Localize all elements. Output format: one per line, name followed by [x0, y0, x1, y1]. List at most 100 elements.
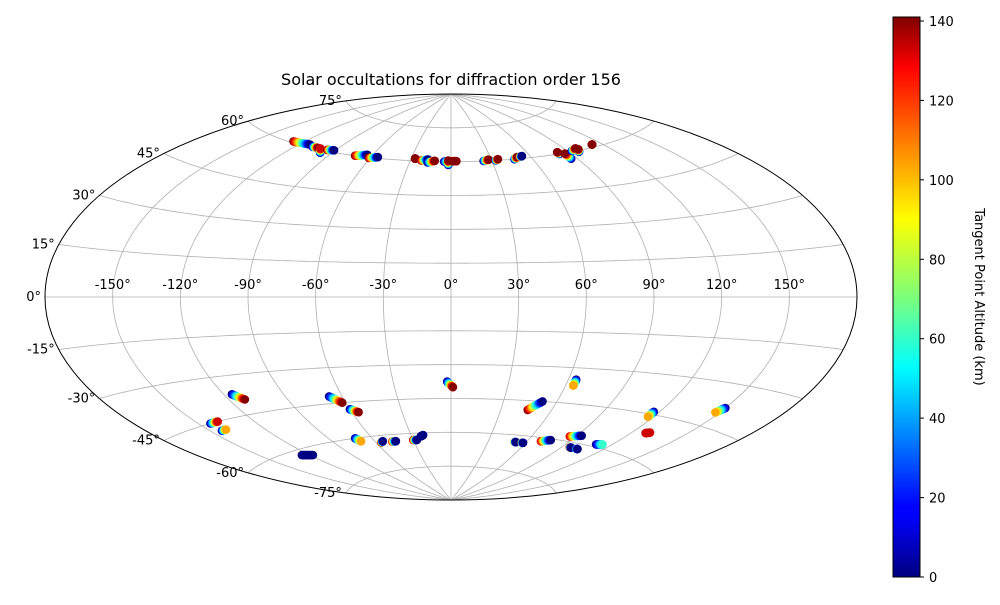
- latitude-tick-label: 0°: [26, 290, 41, 305]
- occultation-point: [711, 408, 720, 417]
- colorbar-tick-label: 140: [929, 15, 954, 30]
- latitude-tick-label: -60°: [216, 466, 244, 481]
- graticule: [45, 93, 857, 501]
- occultation-track: [510, 437, 521, 447]
- colorbar-label: Tangent Point Altitude (km): [971, 207, 986, 385]
- occultation-track: [442, 377, 458, 392]
- occultation-track: [479, 155, 493, 166]
- colorbar-tick-label: 40: [929, 412, 946, 427]
- parallel-line: [58, 244, 844, 264]
- colorbar-tick-label: 60: [929, 333, 946, 348]
- chart-title: Solar occultations for diffraction order…: [281, 70, 621, 89]
- occultation-track: [227, 390, 250, 404]
- occultation-track: [523, 397, 547, 415]
- colorbar-ticks: 0 20 40 60 80 100 120 140: [920, 15, 954, 586]
- occultation-track: [569, 375, 581, 390]
- occultation-track: [206, 417, 222, 428]
- occultation-track: [289, 137, 315, 149]
- longitude-tick-label: -120°: [162, 278, 198, 293]
- occultation-track: [409, 435, 422, 445]
- occultation-track: [491, 154, 503, 165]
- occultation-point: [573, 144, 583, 154]
- occultation-point: [560, 149, 570, 158]
- parallel-line: [58, 330, 844, 350]
- occultation-point: [356, 437, 366, 446]
- occultation-track: [573, 144, 584, 157]
- parallel-line: [99, 364, 803, 399]
- occultation-track: [515, 151, 527, 162]
- longitude-tick-labels: -150° -120° -90° -60° -30° 0° 30° 60° 90° 120° 150…: [95, 278, 805, 293]
- occultation-point: [643, 412, 653, 422]
- occultation-track: [517, 438, 528, 448]
- occultation-point: [518, 438, 528, 448]
- longitude-tick-label: 150°: [774, 278, 805, 293]
- map-outline: [44, 93, 858, 501]
- occultation-point: [569, 381, 578, 390]
- occultation-point: [546, 435, 555, 445]
- occultation-point: [308, 450, 318, 460]
- latitude-tick-label: 15°: [32, 238, 55, 253]
- occultation-point: [378, 436, 388, 446]
- colorbar-tick-label: 20: [929, 492, 946, 507]
- parallel-line: [345, 100, 557, 129]
- occultation-point: [418, 430, 428, 440]
- occultation-track: [364, 152, 383, 163]
- latitude-tick-labels: 75° 60° 45° 30° 15° 0° -15° -30° -45° -60° -75°: [26, 94, 342, 501]
- occultation-point: [213, 417, 222, 426]
- occultation-track: [572, 444, 582, 454]
- occultation-point: [573, 444, 582, 454]
- longitude-tick-label: 0°: [444, 278, 459, 293]
- occultation-point: [373, 152, 383, 162]
- longitude-tick-label: 120°: [706, 278, 737, 293]
- longitude-tick-label: -90°: [234, 278, 262, 293]
- occultation-track: [416, 430, 428, 441]
- occultation-point: [538, 397, 547, 406]
- latitude-tick-label: -15°: [27, 343, 55, 358]
- occultation-track: [350, 434, 366, 446]
- occultation-point: [221, 425, 231, 434]
- longitude-tick-label: -150°: [95, 278, 131, 293]
- colorbar-gradient: [892, 16, 921, 578]
- occultation-track: [536, 435, 555, 446]
- colorbar-tick-label: 120: [929, 94, 954, 109]
- occultation-point: [484, 155, 493, 164]
- occultation-track: [377, 436, 388, 447]
- longitude-tick-label: -60°: [302, 278, 330, 293]
- occultation-point: [354, 407, 363, 417]
- occultation-track: [448, 156, 461, 166]
- occultation-point: [517, 151, 527, 161]
- occultation-point: [587, 140, 597, 149]
- occultation-track: [641, 428, 655, 438]
- occultation-point: [598, 440, 607, 449]
- parallel-line: [247, 431, 655, 474]
- occultation-track: [315, 144, 325, 157]
- occultation-track: [217, 425, 231, 436]
- colorbar-tick-label: 80: [929, 253, 946, 268]
- parallel-line: [163, 153, 739, 196]
- occultation-point: [240, 395, 250, 404]
- latitude-tick-label: -45°: [132, 434, 160, 449]
- occultation-point: [645, 428, 655, 437]
- occultation-point: [316, 144, 325, 153]
- occultation-point: [329, 146, 339, 155]
- latitude-tick-label: -30°: [68, 392, 96, 407]
- latitude-tick-label: 30°: [72, 189, 95, 204]
- occultation-track: [587, 140, 597, 149]
- occultation-track: [711, 403, 730, 417]
- colorbar: 0 20 40 60 80 100 120 140 Tangent Point Altitud…: [892, 15, 986, 586]
- occultation-track: [324, 392, 347, 408]
- colorbar-tick-label: 100: [929, 174, 954, 189]
- occultation-track: [565, 431, 586, 441]
- latitude-tick-label: -75°: [314, 486, 342, 501]
- latitude-tick-label: 60°: [221, 114, 244, 129]
- occultation-track: [388, 436, 401, 446]
- latitude-tick-label: 75°: [319, 94, 342, 109]
- occultation-point: [337, 398, 347, 408]
- occultation-point: [577, 431, 586, 441]
- occultation-point: [448, 382, 458, 392]
- occultation-point: [430, 156, 440, 166]
- occultation-points: [206, 137, 730, 460]
- latitude-tick-label: 45°: [137, 147, 160, 162]
- occultation-track: [423, 156, 440, 167]
